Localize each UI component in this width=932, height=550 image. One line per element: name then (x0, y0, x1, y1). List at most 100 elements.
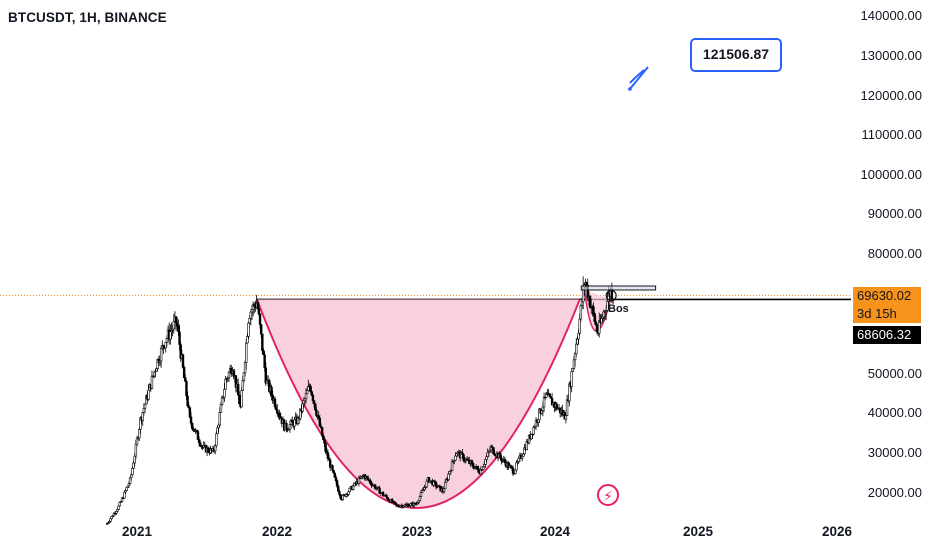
candle-body (185, 381, 188, 397)
candle-body (418, 496, 422, 502)
candle-body (184, 377, 187, 382)
candle-body (109, 518, 112, 522)
candle-body (315, 409, 318, 416)
candle-body (462, 454, 465, 461)
price-tick-label: 20000.00 (867, 485, 922, 500)
candle-body (331, 465, 334, 471)
candle-body (484, 459, 487, 465)
candle-body (348, 487, 351, 493)
candle-body (318, 417, 322, 427)
candle-body (548, 393, 552, 397)
candle-body (333, 472, 336, 478)
candle-body (578, 318, 581, 334)
candle-body (250, 309, 254, 313)
lightning-bolt-icon[interactable]: ⚡ (597, 484, 619, 506)
resistance-zone (580, 285, 657, 291)
candle-body (224, 379, 227, 390)
candle-body (541, 406, 545, 412)
candle-body (503, 459, 507, 463)
candle-body (381, 492, 385, 496)
cup-curve (256, 299, 581, 509)
year-tick-label: 2022 (262, 524, 293, 539)
candle-body (219, 404, 223, 413)
price-tick-label: 110000.00 (861, 127, 923, 142)
candle-body (450, 461, 454, 471)
candle-body (240, 390, 243, 408)
candle-body (164, 342, 167, 349)
candle-body (247, 322, 250, 337)
symbol-title[interactable]: BTCUSDT, 1H, BINANCE (8, 10, 167, 25)
candle-body (471, 462, 474, 467)
candle-body (132, 462, 135, 469)
candle-body (476, 466, 479, 470)
reference-lines (0, 294, 851, 301)
target-leader-line (629, 66, 649, 90)
candle-body (182, 367, 186, 378)
candle-body (332, 469, 335, 474)
year-tick-label: 2021 (122, 524, 153, 539)
candle-body (511, 467, 515, 474)
candle-body (314, 403, 317, 411)
candle-body (447, 473, 450, 480)
candle-body (570, 371, 573, 387)
candle-body (220, 396, 224, 405)
annotations-layer (580, 66, 657, 302)
candle-body (134, 443, 138, 457)
target-anchor-dot (628, 87, 632, 91)
candle-body (131, 468, 134, 476)
price-tick-label: 140000.00 (860, 8, 922, 23)
candle-body (537, 419, 540, 423)
candle-body (186, 395, 189, 407)
candle-body (326, 452, 330, 459)
candle-body (499, 453, 502, 459)
candle-body (178, 331, 181, 345)
candle-body (515, 462, 518, 471)
candle-body (169, 331, 172, 340)
candle-body (477, 468, 480, 473)
candle-body (443, 481, 447, 490)
candle-body (172, 321, 175, 330)
candle-body (334, 476, 338, 481)
candle-body (366, 477, 370, 481)
candle-body (276, 409, 279, 414)
candle-body (165, 338, 169, 343)
candle-body (207, 447, 210, 452)
candle-body (580, 301, 584, 306)
candle-body (522, 453, 525, 457)
candle-body (592, 306, 595, 314)
candle-body (242, 372, 246, 381)
candle-body (262, 350, 265, 356)
price-tick-label: 50000.00 (867, 366, 922, 381)
candle-body (575, 343, 578, 354)
candle-body (600, 318, 603, 323)
candle-body (595, 324, 599, 332)
candle-body (125, 487, 128, 491)
candle-body (312, 400, 316, 404)
candle-body (588, 296, 592, 308)
candle-body (572, 359, 576, 369)
price-tick-label: 40000.00 (867, 405, 922, 420)
year-tick-label: 2024 (540, 524, 571, 539)
target-price-callout[interactable]: 121506.87 (690, 38, 782, 72)
candle-body (434, 482, 438, 487)
candle-body (486, 452, 489, 457)
candle-body (130, 474, 133, 479)
candle-body (177, 325, 180, 333)
candle-body (176, 322, 179, 327)
last-price-tag: 69630.02 (853, 287, 921, 305)
candle-body (565, 399, 569, 416)
candle-body (302, 400, 305, 404)
candle-body (442, 488, 446, 492)
candle-body (324, 443, 327, 452)
candle-body (213, 445, 217, 452)
candle-body (196, 431, 200, 440)
candle-body (118, 502, 121, 507)
candle-body (341, 494, 345, 500)
candle-body (141, 412, 144, 421)
candle-body (351, 485, 355, 490)
candle-body (257, 308, 261, 315)
candle-body (217, 424, 220, 429)
candle-body (216, 427, 219, 435)
candle-body (248, 318, 251, 324)
